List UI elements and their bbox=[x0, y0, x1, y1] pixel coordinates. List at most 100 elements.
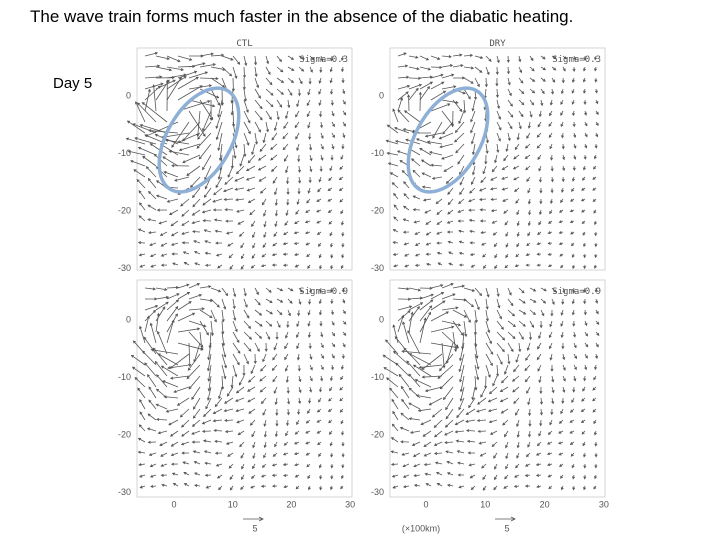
vector-arrow bbox=[342, 331, 347, 336]
vector-arrow bbox=[225, 219, 234, 223]
vector-arrow bbox=[210, 88, 221, 106]
vector-arrow bbox=[391, 474, 399, 478]
vector-arrow bbox=[454, 121, 465, 134]
vector-arrow bbox=[480, 176, 487, 184]
vector-arrow bbox=[409, 430, 421, 434]
vector-arrow bbox=[430, 311, 450, 322]
vector-arrow bbox=[518, 298, 526, 304]
vector-arrow bbox=[593, 154, 597, 160]
vector-arrow bbox=[518, 309, 527, 315]
vector-arrow bbox=[294, 463, 300, 467]
vector-arrow bbox=[485, 320, 491, 334]
vector-arrow bbox=[432, 121, 443, 139]
vector-arrow bbox=[160, 473, 168, 477]
vector-arrow bbox=[158, 220, 168, 225]
vector-arrow bbox=[258, 176, 267, 182]
vector-arrow bbox=[177, 55, 193, 61]
vector-arrow bbox=[251, 430, 256, 438]
vector-arrow bbox=[496, 353, 503, 365]
reference-label: 5 bbox=[504, 523, 509, 533]
vector-arrow bbox=[341, 287, 345, 293]
vector-arrow bbox=[317, 187, 322, 193]
vector-arrow bbox=[407, 330, 421, 355]
vector-arrow bbox=[478, 197, 487, 201]
vector-arrow bbox=[263, 220, 267, 228]
vector-arrow bbox=[515, 463, 520, 469]
vector-arrow bbox=[218, 143, 223, 162]
vector-arrow bbox=[251, 220, 256, 228]
vector-arrow bbox=[265, 66, 271, 76]
vector-arrow bbox=[238, 231, 245, 237]
vector-arrow bbox=[524, 143, 531, 149]
vector-arrow bbox=[516, 220, 520, 227]
vector-arrow bbox=[283, 441, 289, 446]
vector-arrow bbox=[320, 132, 324, 139]
vector-arrow bbox=[232, 309, 237, 321]
vector-arrow bbox=[528, 209, 532, 216]
vector-arrow bbox=[204, 240, 212, 244]
vector-arrow bbox=[507, 320, 516, 328]
vector-arrow bbox=[540, 287, 547, 292]
vector-arrow bbox=[320, 375, 324, 382]
vector-arrow bbox=[330, 242, 334, 248]
vector-arrow bbox=[159, 231, 168, 236]
x-tick-label: 30 bbox=[345, 499, 355, 509]
vector-arrow bbox=[149, 253, 157, 258]
vector-arrow bbox=[217, 99, 223, 118]
vector-arrow bbox=[168, 419, 179, 426]
vector-arrow bbox=[137, 228, 146, 233]
vector-arrow bbox=[137, 437, 146, 443]
vector-arrow bbox=[506, 55, 510, 63]
vector-arrow bbox=[224, 397, 234, 404]
vector-arrow bbox=[441, 73, 455, 79]
x-tick-label: 20 bbox=[286, 499, 296, 509]
vector-arrow bbox=[507, 309, 516, 317]
vector-arrow bbox=[276, 88, 284, 95]
vector-arrow bbox=[548, 220, 553, 224]
vector-arrow bbox=[411, 158, 421, 167]
vector-arrow bbox=[485, 309, 489, 322]
vector-arrow bbox=[562, 154, 566, 161]
vector-arrow bbox=[232, 364, 238, 378]
vector-arrow bbox=[339, 408, 344, 413]
vector-arrow bbox=[207, 342, 212, 361]
vector-arrow bbox=[385, 139, 399, 145]
vector-arrow bbox=[463, 287, 476, 292]
vector-arrow bbox=[235, 408, 245, 413]
vector-arrow bbox=[234, 176, 245, 182]
vector-arrow bbox=[342, 320, 347, 325]
vector-arrow bbox=[183, 483, 190, 487]
vector-arrow bbox=[297, 154, 301, 163]
vector-arrow bbox=[430, 81, 445, 90]
vector-arrow bbox=[560, 99, 564, 105]
vector-arrow bbox=[458, 110, 465, 125]
vector-arrow bbox=[474, 66, 483, 73]
vector-arrow bbox=[571, 397, 575, 404]
vector-arrow bbox=[419, 75, 433, 79]
vector-arrow bbox=[441, 154, 454, 160]
vector-arrow bbox=[204, 251, 212, 255]
vector-arrow bbox=[340, 220, 344, 226]
vector-arrow bbox=[594, 253, 598, 259]
figure: 0 -10 -20 -30 CTL Sigma=0.3 0 -10 -20 -30 DRY Sigma… bbox=[118, 39, 609, 533]
vector-arrow bbox=[571, 187, 575, 192]
vector-arrow bbox=[229, 485, 234, 491]
vector-arrow bbox=[463, 77, 474, 84]
vector-arrow bbox=[496, 287, 500, 298]
vector-arrow bbox=[471, 99, 476, 112]
vector-arrow bbox=[132, 123, 157, 134]
vector-arrow bbox=[419, 81, 434, 90]
vector-arrow bbox=[560, 121, 564, 128]
vector-arrow bbox=[572, 320, 576, 327]
vector-arrow bbox=[166, 198, 179, 203]
vector-arrow bbox=[572, 165, 576, 172]
vector-arrow bbox=[506, 66, 510, 75]
vector-arrow bbox=[525, 253, 531, 257]
vector-arrow bbox=[181, 209, 190, 217]
vector-arrow bbox=[516, 242, 520, 248]
vector-arrow bbox=[170, 242, 179, 246]
vector-arrow bbox=[501, 375, 509, 384]
vector-arrow bbox=[403, 347, 421, 366]
vector-arrow bbox=[441, 320, 462, 327]
vector-arrow bbox=[549, 419, 553, 426]
